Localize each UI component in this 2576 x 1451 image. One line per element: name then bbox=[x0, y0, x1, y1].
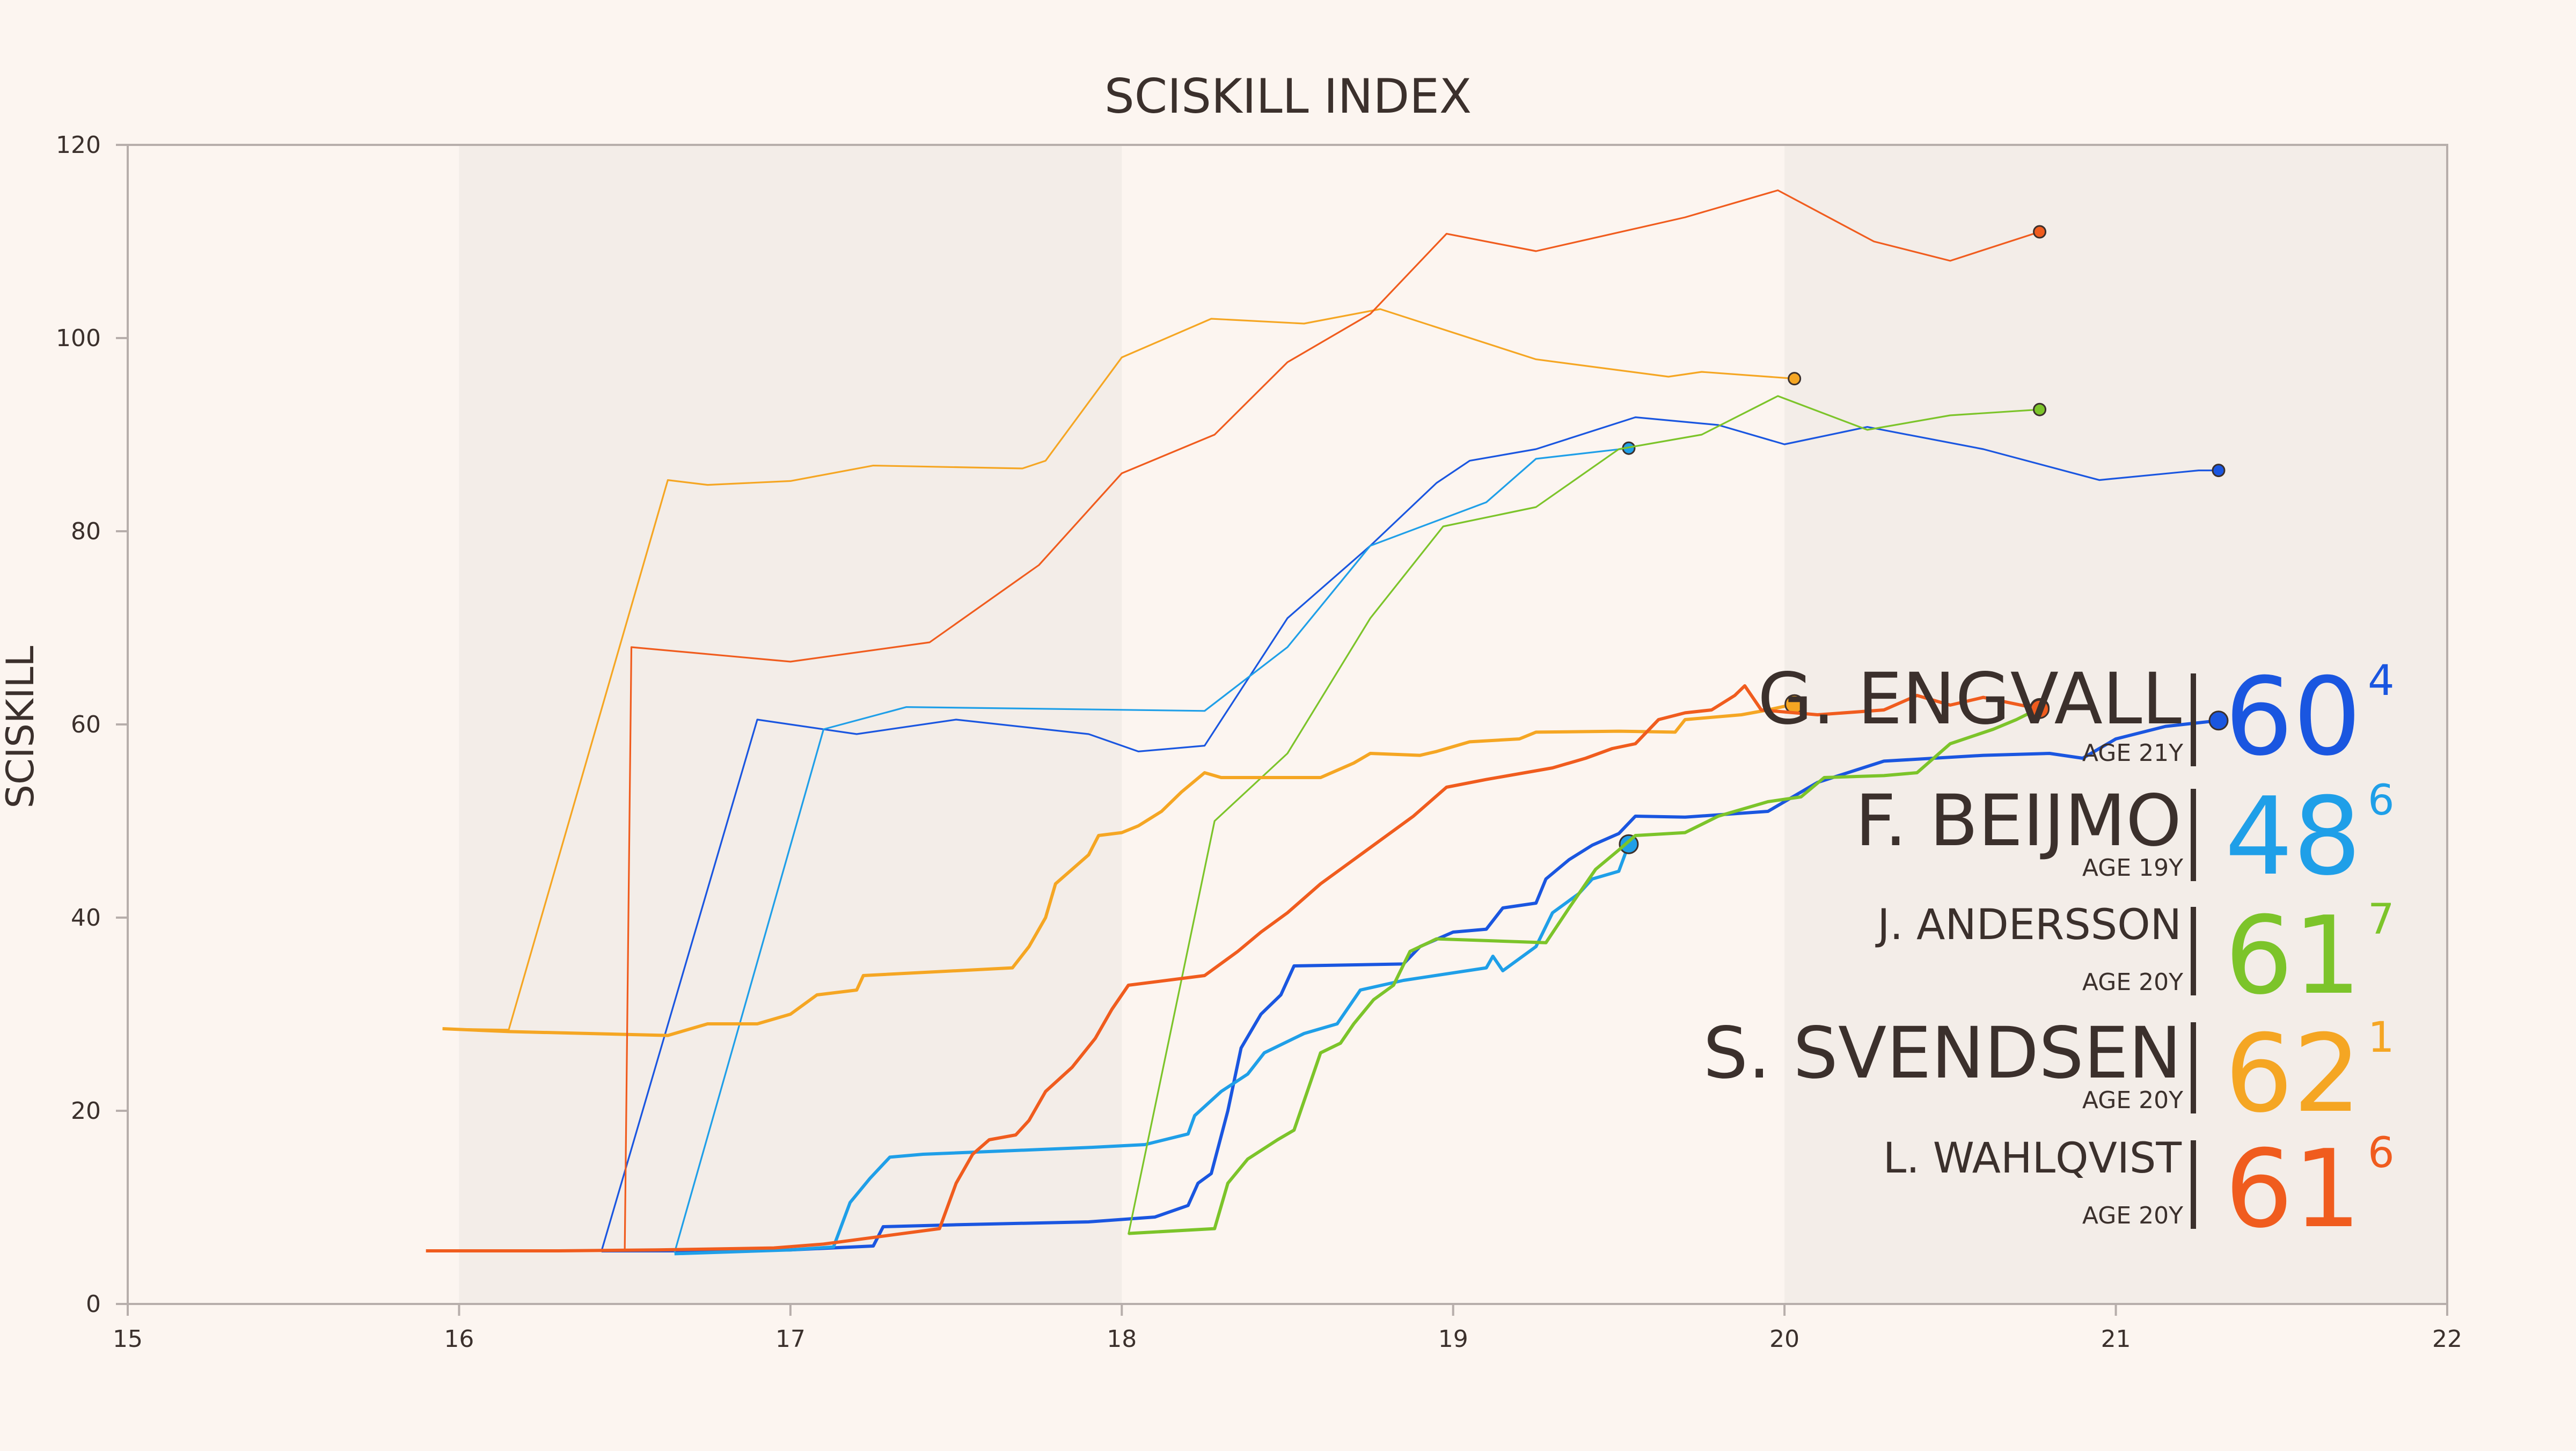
player-score-sup-s-svendsen: 1 bbox=[2368, 1014, 2395, 1062]
player-age-g-engvall: AGE 21Y bbox=[2082, 739, 2183, 767]
series-index-line-f-beijmo bbox=[674, 447, 1629, 1254]
series-rolling-line-f-beijmo bbox=[674, 844, 1630, 1256]
y-tick-label: 60 bbox=[71, 711, 101, 738]
player-score-j-andersson: 61 bbox=[2225, 893, 2362, 1018]
series-rolling-endpoint-f-beijmo bbox=[1619, 834, 1639, 854]
series-index-endpoint-g-engvall bbox=[2212, 464, 2226, 478]
series-index-endpoint-l-wahlqvist bbox=[2033, 225, 2047, 239]
player-name-f-beijmo: F. BEIJMO bbox=[1855, 780, 2182, 862]
y-tick-label: 40 bbox=[71, 904, 101, 932]
x-tick-label: 17 bbox=[775, 1325, 806, 1353]
series-rolling-endpoint-g-engvall bbox=[2208, 710, 2229, 731]
series-index-line-j-andersson bbox=[1128, 395, 2040, 1235]
x-tick-label: 22 bbox=[2432, 1325, 2462, 1353]
player-score-sup-g-engvall: 4 bbox=[2368, 657, 2395, 705]
player-age-j-andersson: AGE 20Y bbox=[2082, 969, 2183, 996]
player-age-s-svendsen: AGE 20Y bbox=[2082, 1087, 2183, 1114]
player-score-sup-j-andersson: 7 bbox=[2368, 896, 2395, 944]
player-name-j-andersson: J. ANDERSSON bbox=[1875, 901, 2182, 949]
chart-title: SCISKILL INDEX bbox=[1104, 69, 1472, 124]
series-rolling-line-l-wahlqvist bbox=[426, 684, 2040, 1252]
y-tick-label: 0 bbox=[86, 1291, 101, 1318]
x-tick-label: 15 bbox=[113, 1325, 143, 1353]
player-age-f-beijmo: AGE 19Y bbox=[2082, 854, 2183, 882]
player-score-sup-l-wahlqvist: 6 bbox=[2368, 1129, 2395, 1177]
series-rolling-line-g-engvall bbox=[601, 719, 2219, 1252]
series-index-line-s-svendsen bbox=[442, 308, 1795, 1031]
y-axis-label: SCISKILL bbox=[0, 646, 42, 809]
series-index-endpoint-j-andersson bbox=[2033, 402, 2047, 416]
x-tick-label: 20 bbox=[1769, 1325, 1799, 1353]
series-rolling-line-j-andersson bbox=[1128, 706, 2040, 1235]
y-tick-label: 80 bbox=[71, 518, 101, 545]
series-index-line-g-engvall bbox=[601, 416, 2219, 1251]
shaded-band-1 bbox=[1784, 145, 2447, 1304]
x-tick-label: 21 bbox=[2101, 1325, 2131, 1353]
player-score-sup-f-beijmo: 6 bbox=[2368, 776, 2395, 825]
player-score-g-engvall: 60 bbox=[2225, 655, 2362, 780]
y-tick-label: 100 bbox=[56, 325, 101, 352]
x-tick-label: 16 bbox=[444, 1325, 474, 1353]
series-rolling-line-s-svendsen bbox=[442, 702, 1795, 1037]
y-tick-label: 20 bbox=[71, 1097, 101, 1125]
y-tick-label: 120 bbox=[56, 131, 101, 159]
series-index-line-l-wahlqvist bbox=[624, 189, 2040, 1251]
x-tick-label: 18 bbox=[1107, 1325, 1137, 1353]
player-age-l-wahlqvist: AGE 20Y bbox=[2082, 1202, 2183, 1229]
player-name-l-wahlqvist: L. WAHLQVIST bbox=[1883, 1134, 2182, 1183]
player-name-g-engvall: G. ENGVALL bbox=[1758, 658, 2182, 741]
player-score-s-svendsen: 62 bbox=[2225, 1012, 2362, 1137]
series-rolling-endpoint-l-wahlqvist bbox=[2030, 699, 2050, 719]
x-tick-label: 19 bbox=[1438, 1325, 1468, 1353]
player-name-s-svendsen: S. SVENDSEN bbox=[1703, 1012, 2182, 1095]
player-score-l-wahlqvist: 61 bbox=[2225, 1127, 2362, 1252]
player-score-f-beijmo: 48 bbox=[2225, 774, 2362, 899]
series-index-endpoint-s-svendsen bbox=[1788, 372, 1802, 386]
